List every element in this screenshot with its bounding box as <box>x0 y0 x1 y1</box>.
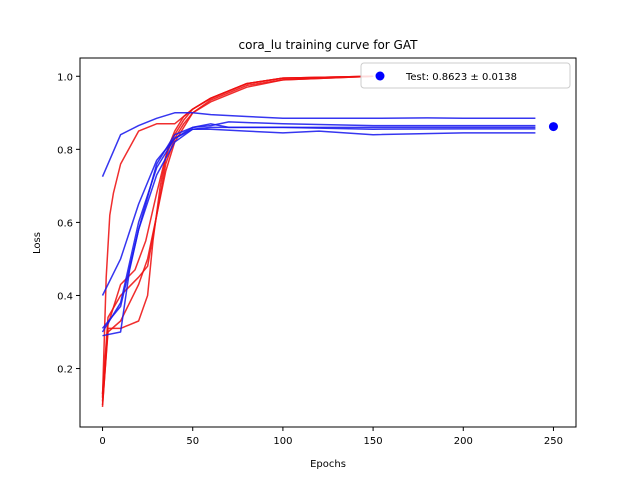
val-lines-layer <box>101 112 536 337</box>
x-tick-label: 200 <box>454 436 473 447</box>
x-tick-label: 100 <box>273 436 292 447</box>
y-tick-label: 0.4 <box>57 291 73 302</box>
train-series-line-2 <box>101 75 374 406</box>
y-tick-label: 0.8 <box>57 145 73 156</box>
y-axis-ticks: 0.2 0.4 0.6 0.8 1.0 <box>57 72 80 376</box>
legend-label: Test: 0.8623 ± 0.0138 <box>405 72 517 83</box>
val-series-line-1 <box>101 112 536 177</box>
train-series-line-3 <box>101 75 374 407</box>
x-tick-label: 150 <box>364 436 383 447</box>
x-tick-label: 50 <box>186 436 199 447</box>
test-score-point <box>548 122 558 132</box>
legend-marker <box>375 71 385 81</box>
chart-title: cora_lu training curve for GAT <box>239 38 419 52</box>
train-lines-layer <box>101 75 374 407</box>
y-tick-label: 0.6 <box>57 218 73 229</box>
x-tick-label: 0 <box>99 436 105 447</box>
x-axis-label: Epochs <box>310 459 346 470</box>
y-tick-label: 1.0 <box>57 72 73 83</box>
val-series-line-2 <box>101 121 536 296</box>
val-series-line-5 <box>101 123 536 329</box>
legend: Test: 0.8623 ± 0.0138 <box>360 62 571 89</box>
x-axis-ticks: 0 50 100 150 200 250 <box>99 427 563 447</box>
x-tick-label: 250 <box>544 436 563 447</box>
y-axis-label: Loss <box>32 232 43 254</box>
plot-area-frame <box>79 57 577 428</box>
test-point-layer <box>548 122 558 132</box>
legend-box <box>360 62 571 89</box>
val-series-line-3 <box>101 128 536 333</box>
y-tick-label: 0.2 <box>57 365 73 376</box>
